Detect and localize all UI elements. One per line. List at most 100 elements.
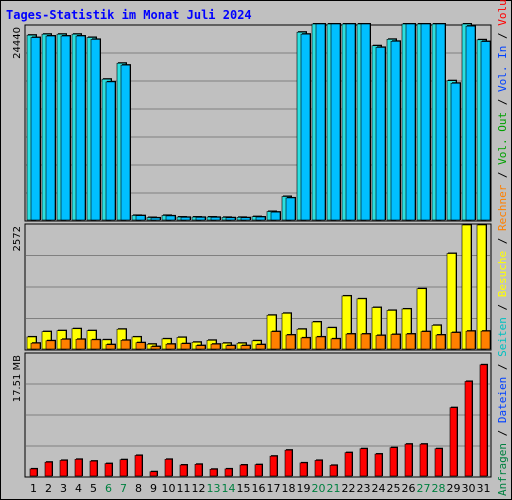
x-tick-label-day-24: 24 (372, 482, 386, 495)
y-scale-label-seiten-besuche-rechner: 2572 (12, 226, 23, 251)
legend-item-2: Dateien (496, 377, 509, 423)
legend-item-7: / (496, 231, 509, 251)
bar-volumen-day-3 (59, 460, 68, 477)
bar-rechner-day-14 (225, 345, 236, 350)
bar-dateien-day-5 (90, 39, 101, 221)
bar-rechner-day-8 (135, 342, 146, 350)
bar-dateien-day-16 (255, 216, 266, 221)
x-tick-label-day-10: 10 (162, 482, 176, 495)
bar-rechner-day-22 (345, 333, 356, 350)
x-tick-label-day-31: 31 (477, 482, 491, 495)
x-tick-label-day-7: 7 (120, 482, 127, 495)
bar-rechner-day-19 (300, 337, 311, 350)
x-tick-label-day-21: 21 (327, 482, 341, 495)
legend-item-3: / (496, 357, 509, 377)
bar-volumen-day-23 (359, 448, 368, 477)
legend-item-1: / (496, 423, 509, 443)
bar-volumen-day-20 (314, 460, 323, 477)
bar-volumen-day-2 (44, 461, 53, 477)
bar-rechner-day-2 (45, 340, 56, 350)
x-tick-label-day-28: 28 (432, 482, 446, 495)
bar-rechner-day-26 (405, 333, 416, 350)
x-tick-label-day-6: 6 (105, 482, 112, 495)
bar-rechner-day-9 (150, 346, 161, 350)
x-tick-label-day-26: 26 (402, 482, 416, 495)
y-scale-label-volumen: 17.51 MB (12, 355, 23, 402)
bar-dateien-day-26 (405, 23, 416, 221)
legend-item-11: / (496, 92, 509, 112)
bar-dateien-day-3 (60, 35, 71, 221)
x-tick-label-day-16: 16 (252, 482, 266, 495)
bar-dateien-day-21 (330, 23, 341, 221)
bar-rechner-day-18 (285, 334, 296, 350)
bar-dateien-day-20 (315, 23, 326, 221)
x-tick-label-day-12: 12 (192, 482, 206, 495)
bar-rechner-day-21 (330, 338, 341, 350)
x-tick-label-day-2: 2 (45, 482, 52, 495)
bar-rechner-day-24 (375, 335, 386, 350)
bar-dateien-day-27 (420, 23, 431, 221)
bar-dateien-day-19 (300, 33, 311, 221)
chart-title: Tages-Statistik im Monat Juli 2024 (6, 8, 252, 22)
vertical-legend: Anfragen / Dateien / Seiten / Besuche / … (496, 0, 509, 496)
bar-dateien-day-31 (480, 41, 491, 221)
bar-volumen-day-22 (344, 452, 353, 477)
bar-rechner-day-3 (60, 339, 71, 350)
x-tick-label-day-25: 25 (387, 482, 401, 495)
legend-item-6: Besuche (496, 251, 509, 297)
bar-volumen-day-18 (284, 449, 293, 477)
bar-dateien-day-9 (150, 217, 161, 221)
bar-rechner-day-10 (165, 343, 176, 350)
bar-dateien-day-18 (285, 197, 296, 221)
x-tick-label-day-4: 4 (75, 482, 82, 495)
bar-volumen-day-9 (149, 471, 158, 477)
bars-layer (26, 23, 491, 477)
bar-rechner-day-12 (195, 345, 206, 350)
bar-dateien-day-1 (30, 37, 41, 221)
bar-volumen-day-1 (29, 468, 38, 477)
bar-rechner-day-16 (255, 344, 266, 350)
bar-dateien-day-2 (45, 35, 56, 221)
bar-rechner-day-1 (30, 342, 41, 350)
bar-volumen-day-15 (239, 464, 248, 477)
x-day-labels: 1 2 3 4 5 6 7 8 9 10 11 12 13 14 15 16 17 18 19 20 21 22 23 24 2… (30, 482, 491, 495)
bar-rechner-day-13 (210, 343, 221, 350)
bar-rechner-day-4 (75, 339, 86, 350)
bar-dateien-day-11 (180, 217, 191, 221)
bar-dateien-day-14 (225, 217, 236, 221)
bar-dateien-day-24 (375, 47, 386, 221)
x-tick-label-day-9: 9 (150, 482, 157, 495)
bar-dateien-day-13 (210, 217, 221, 221)
legend-item-10: Vol. Out (496, 112, 509, 165)
bar-volumen-day-28 (434, 448, 443, 477)
bar-volumen-day-6 (104, 463, 113, 477)
bar-volumen-day-8 (134, 455, 143, 477)
bar-rechner-day-20 (315, 336, 326, 350)
x-tick-label-day-22: 22 (342, 482, 356, 495)
bar-volumen-day-21 (329, 465, 338, 477)
legend-item-5: / (496, 297, 509, 317)
y-scale-labels: 24440 2572 17.51 MB (12, 27, 23, 402)
x-tick-label-day-17: 17 (267, 482, 281, 495)
x-tick-label-day-13: 13 (207, 482, 221, 495)
legend-item-4: Seiten (496, 317, 509, 357)
x-tick-label-day-18: 18 (282, 482, 296, 495)
legend-item-13: / (496, 26, 509, 46)
bar-rechner-day-27 (420, 331, 431, 350)
bar-dateien-day-22 (345, 23, 356, 221)
bar-dateien-day-23 (360, 23, 371, 221)
bar-volumen-day-5 (89, 460, 98, 477)
x-tick-label-day-11: 11 (177, 482, 191, 495)
legend-item-14: Volumen (496, 0, 509, 26)
x-tick-label-day-20: 20 (312, 482, 326, 495)
x-tick-label-day-15: 15 (237, 482, 251, 495)
legend-item-8: Rechner (496, 184, 509, 231)
x-tick-label-day-1: 1 (30, 482, 37, 495)
bar-dateien-day-30 (465, 25, 476, 221)
bar-rechner-day-29 (450, 332, 461, 350)
bar-volumen-day-11 (179, 464, 188, 477)
bar-rechner-day-17 (270, 331, 281, 350)
bar-rechner-day-30 (465, 330, 476, 350)
legend-item-12: Vol. In (496, 46, 509, 92)
